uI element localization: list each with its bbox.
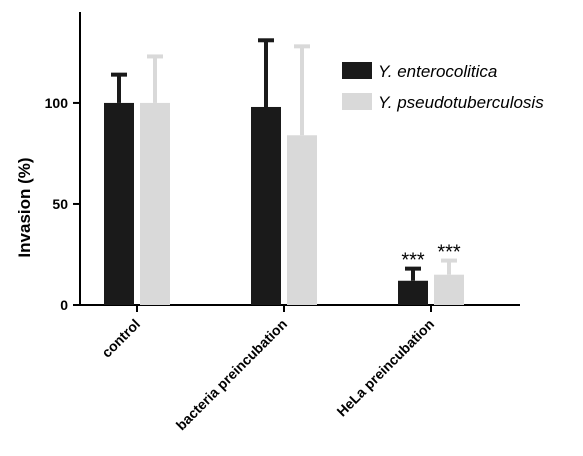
bar <box>434 274 464 305</box>
legend-label: Y. enterocolitica <box>378 62 497 81</box>
significance-annotations: *** *** <box>401 242 461 272</box>
y-tick-label: 100 <box>45 95 69 111</box>
bar <box>398 280 428 305</box>
bar <box>104 102 134 306</box>
y-ticks: 0 50 100 <box>45 95 80 313</box>
error-bars <box>111 38 457 281</box>
x-category-label: HeLa preincubation <box>333 316 437 420</box>
significance-stars: *** <box>437 242 461 264</box>
y-tick-label: 0 <box>60 297 68 313</box>
legend: Y. enterocolitica Y. pseudotuberculosis <box>342 62 544 112</box>
x-category-label: bacteria preincubation <box>173 316 290 433</box>
bar <box>251 106 281 305</box>
legend-swatch <box>342 93 372 110</box>
x-category-labels: control bacteria preincubation HeLa preinc… <box>98 305 437 433</box>
x-category-label: control <box>98 316 143 361</box>
y-axis-title: Invasion (%) <box>15 157 34 257</box>
legend-swatch <box>342 62 372 79</box>
legend-label: Y. pseudotuberculosis <box>378 93 544 112</box>
y-tick-label: 50 <box>52 196 68 212</box>
bar <box>287 135 317 305</box>
bar <box>140 102 170 306</box>
bars <box>104 102 464 306</box>
significance-stars: *** <box>401 250 425 272</box>
